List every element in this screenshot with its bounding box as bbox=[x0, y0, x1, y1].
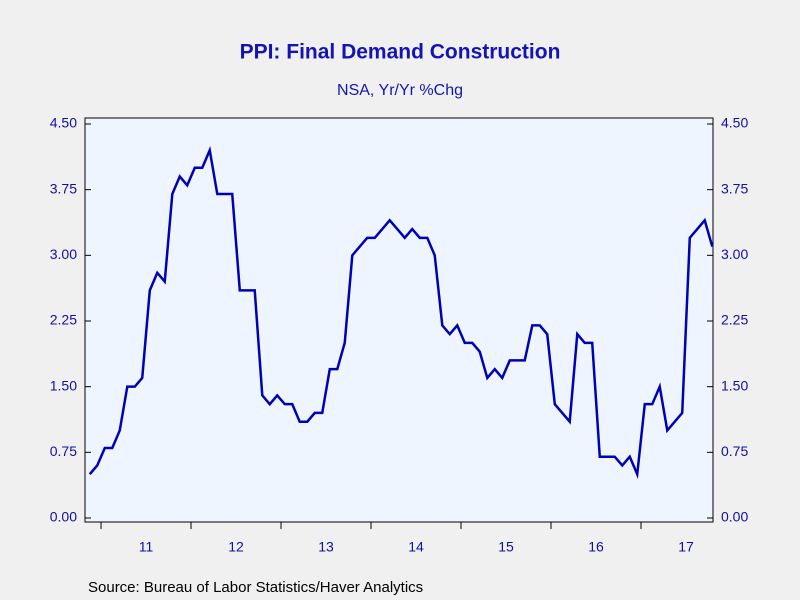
source-note: Source: Bureau of Labor Statistics/Haver… bbox=[88, 579, 423, 596]
y2-tick-label: 4.50 bbox=[721, 115, 748, 131]
y-tick-label: 0.75 bbox=[50, 443, 77, 459]
plot-area bbox=[84, 117, 714, 523]
y-tick-label: 4.50 bbox=[50, 115, 77, 131]
x-tick-label: 16 bbox=[588, 539, 604, 555]
y2-tick-label: 1.50 bbox=[721, 377, 748, 393]
y-tick-label: 3.00 bbox=[50, 246, 77, 262]
y2-tick-label: 3.75 bbox=[721, 180, 748, 196]
x-tick-label: 17 bbox=[678, 539, 694, 555]
y2-tick-label: 0.00 bbox=[721, 509, 748, 525]
y2-tick-label: 0.75 bbox=[721, 443, 748, 459]
y2-tick-label: 2.25 bbox=[721, 312, 748, 328]
x-tick-label: 13 bbox=[318, 539, 334, 555]
chart-subtitle: NSA, Yr/Yr %Chg bbox=[337, 82, 463, 99]
y-tick-label: 2.25 bbox=[50, 312, 77, 328]
y-tick-label: 1.50 bbox=[50, 377, 77, 393]
chart-title: PPI: Final Demand Construction bbox=[240, 41, 561, 64]
y-tick-label: 3.75 bbox=[50, 180, 77, 196]
data-line bbox=[88, 145, 714, 480]
x-tick-label: 15 bbox=[498, 539, 514, 555]
y-tick-label: 0.00 bbox=[50, 509, 77, 525]
x-tick-label: 11 bbox=[139, 539, 154, 555]
x-tick-label: 12 bbox=[228, 539, 244, 555]
y2-tick-label: 3.00 bbox=[721, 246, 748, 262]
x-tick-label: 14 bbox=[408, 539, 424, 555]
